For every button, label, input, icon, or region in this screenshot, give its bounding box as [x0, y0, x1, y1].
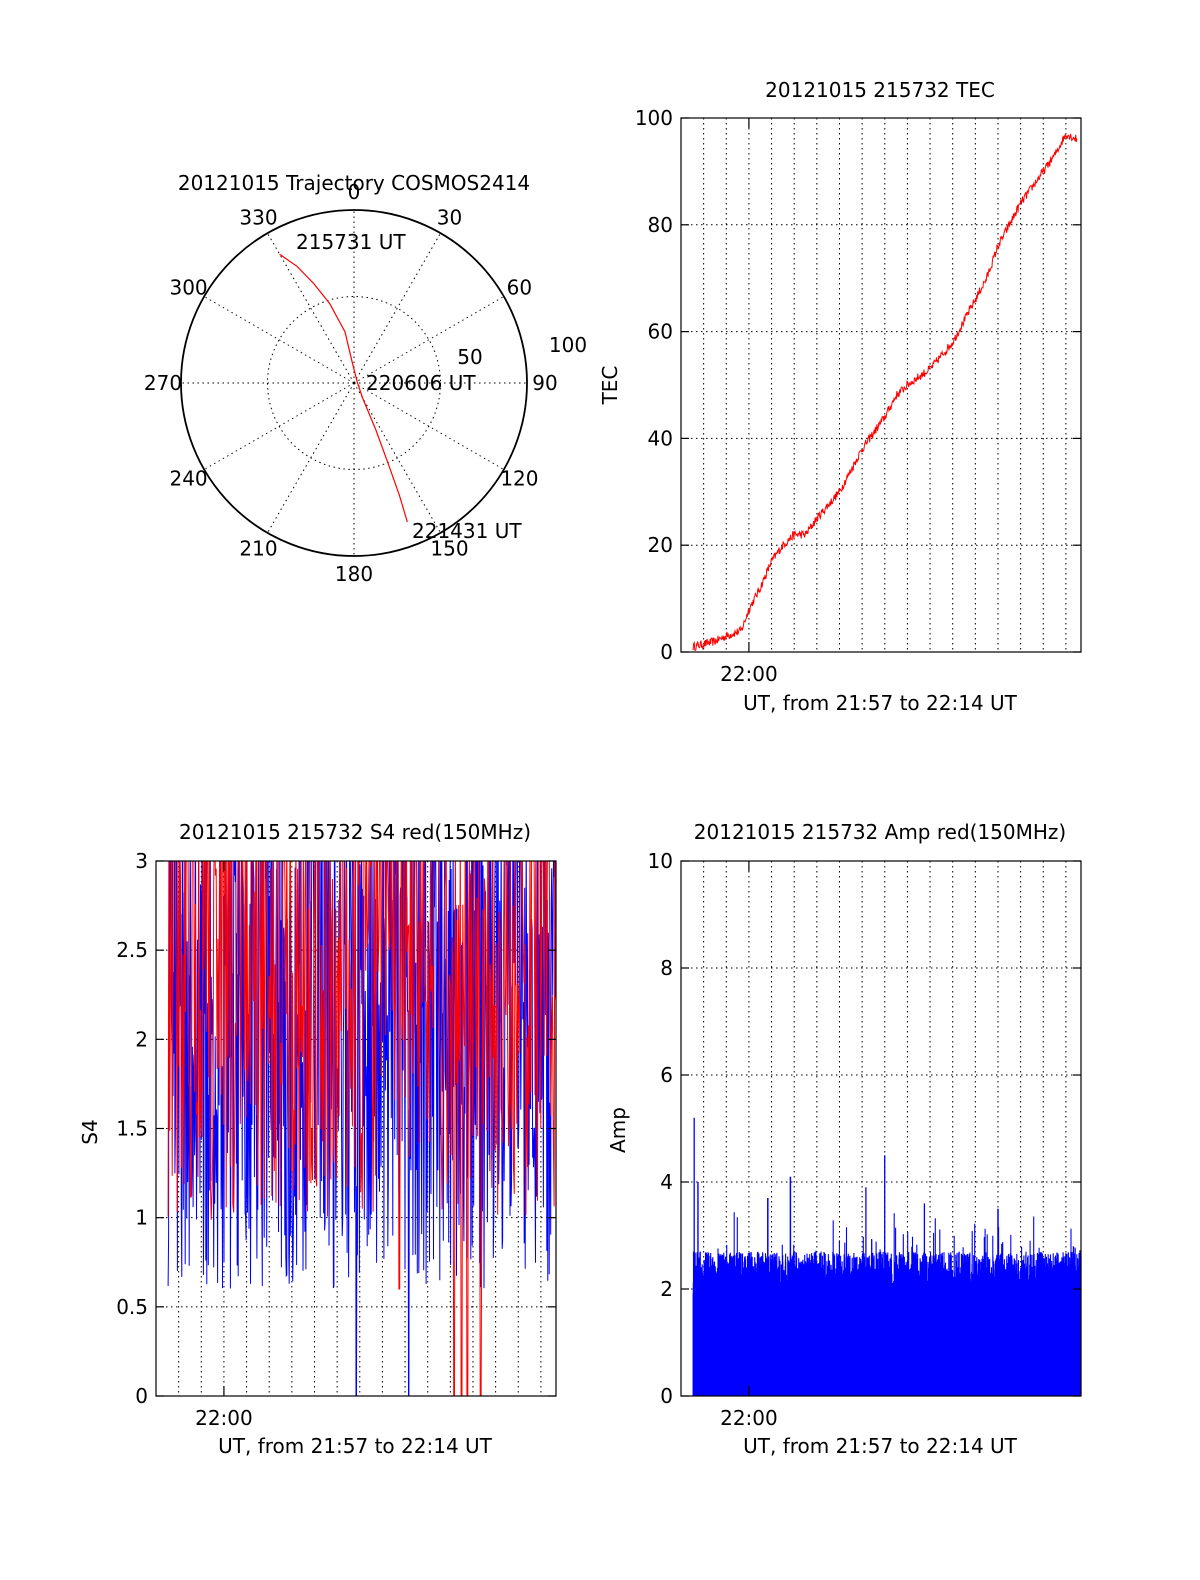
trajectory-start-label: 215731 UT	[296, 230, 406, 254]
tec-x-axis-label: UT, from 21:57 to 22:14 UT	[743, 691, 1018, 715]
amp-bars	[692, 1117, 1082, 1396]
amp-y-axis-label: Amp	[606, 1107, 630, 1153]
amp-panel: 20121015 215732 Amp red(150MHz) 0 2 4 6 8 10 2…	[606, 820, 1082, 1458]
s4-series	[167, 861, 556, 1396]
radial-label-100: 100	[549, 333, 587, 357]
tec-ytick-label: 80	[648, 213, 673, 237]
polar-grid	[181, 210, 527, 556]
polar-spoke-240	[203, 382, 355, 470]
azimuth-label-0: 0	[348, 180, 361, 204]
trajectory-track	[279, 253, 408, 523]
amp-tick-labels: 0 2 4 6 8 10 22:00	[648, 849, 1081, 1430]
azimuth-label-210: 210	[239, 536, 277, 560]
tec-series	[692, 133, 1078, 651]
horizon-circle	[180, 209, 528, 557]
trajectory-panel: 20121015 Trajectory COSMOS2414 0 30 60 90 12…	[144, 171, 587, 586]
s4-ytick-label: 0.5	[116, 1295, 148, 1319]
amp-ytick-label: 10	[648, 849, 673, 873]
polar-spoke-330	[267, 232, 355, 384]
tec-ytick-label: 40	[648, 426, 673, 450]
amp-ytick-label: 8	[660, 956, 673, 980]
trajectory-end-label: 221431 UT	[412, 519, 522, 543]
tec-ytick-label: 0	[660, 640, 673, 664]
tec-y-axis-label: TEC	[598, 366, 622, 406]
amp-series	[692, 1117, 1082, 1396]
s4-tick-labels: 0 0.5 1 1.5 2 2.5 3 22:00	[116, 849, 556, 1430]
polar-spoke-30	[353, 232, 441, 384]
azimuth-label-150: 150	[430, 536, 468, 560]
amp-ytick-label: 2	[660, 1277, 673, 1301]
tec-grid	[680, 118, 1081, 652]
polar-spoke-150	[353, 382, 441, 534]
s4-ytick-label: 1.5	[116, 1117, 148, 1141]
amp-title: 20121015 215732 Amp red(150MHz)	[694, 820, 1066, 844]
azimuth-label-90: 90	[532, 371, 557, 395]
azimuth-label-270: 270	[144, 371, 182, 395]
s4-title: 20121015 215732 S4 red(150MHz)	[179, 820, 531, 844]
s4-xtick-label: 22:00	[195, 1406, 253, 1430]
radial-label-50: 50	[457, 345, 482, 369]
polar-spoke-300	[203, 296, 355, 384]
trajectory-mid-label: 220606 UT	[366, 371, 476, 395]
s4-x-axis-label: UT, from 21:57 to 22:14 UT	[218, 1434, 493, 1458]
polar-spoke-60	[353, 296, 505, 384]
amp-ytick-label: 6	[660, 1063, 673, 1087]
trajectory-title: 20121015 Trajectory COSMOS2414	[178, 171, 530, 195]
s4-ytick-label: 2	[135, 1027, 148, 1051]
tec-plot-frame	[680, 117, 1082, 653]
polar-spoke-120	[353, 382, 505, 470]
azimuth-label-180: 180	[335, 562, 373, 586]
azimuth-label-240: 240	[169, 467, 207, 491]
s4-ytick-label: 2.5	[116, 938, 148, 962]
s4-line-red	[167, 861, 556, 1396]
azimuth-label-30: 30	[437, 206, 462, 230]
amp-xtick-label: 22:00	[720, 1406, 778, 1430]
tec-ytick-label: 60	[648, 320, 673, 344]
s4-ytick-label: 0	[135, 1384, 148, 1408]
tec-tick-labels: 0 20 40 60 80 100 22:00	[635, 106, 1081, 686]
s4-ytick-label: 1	[135, 1206, 148, 1230]
s4-y-axis-label: S4	[78, 1119, 102, 1144]
azimuth-label-330: 330	[239, 206, 277, 230]
azimuth-labels: 0 30 60 90 120 150 180 210 240 270 300 330	[144, 180, 558, 586]
polar-spoke-210	[267, 382, 355, 534]
tec-ytick-label: 100	[635, 106, 673, 130]
amp-ytick-label: 0	[660, 1384, 673, 1408]
tec-ytick-label: 20	[648, 533, 673, 557]
tec-panel: 20121015 215732 TEC 0 20 40 60 80 100 22:00 TE…	[598, 78, 1082, 715]
azimuth-label-120: 120	[500, 467, 538, 491]
amp-ytick-label: 4	[660, 1170, 673, 1194]
azimuth-label-60: 60	[507, 276, 532, 300]
tec-line	[692, 133, 1078, 651]
amp-plot-frame	[680, 860, 1082, 1397]
s4-ytick-label: 3	[135, 849, 148, 873]
amp-x-axis-label: UT, from 21:57 to 22:14 UT	[743, 1434, 1018, 1458]
s4-panel: 20121015 215732 S4 red(150MHz) 0 0.5 1 1.5 2…	[78, 820, 557, 1458]
tec-title: 20121015 215732 TEC	[765, 78, 995, 102]
azimuth-label-300: 300	[169, 276, 207, 300]
tec-xtick-label: 22:00	[720, 662, 778, 686]
